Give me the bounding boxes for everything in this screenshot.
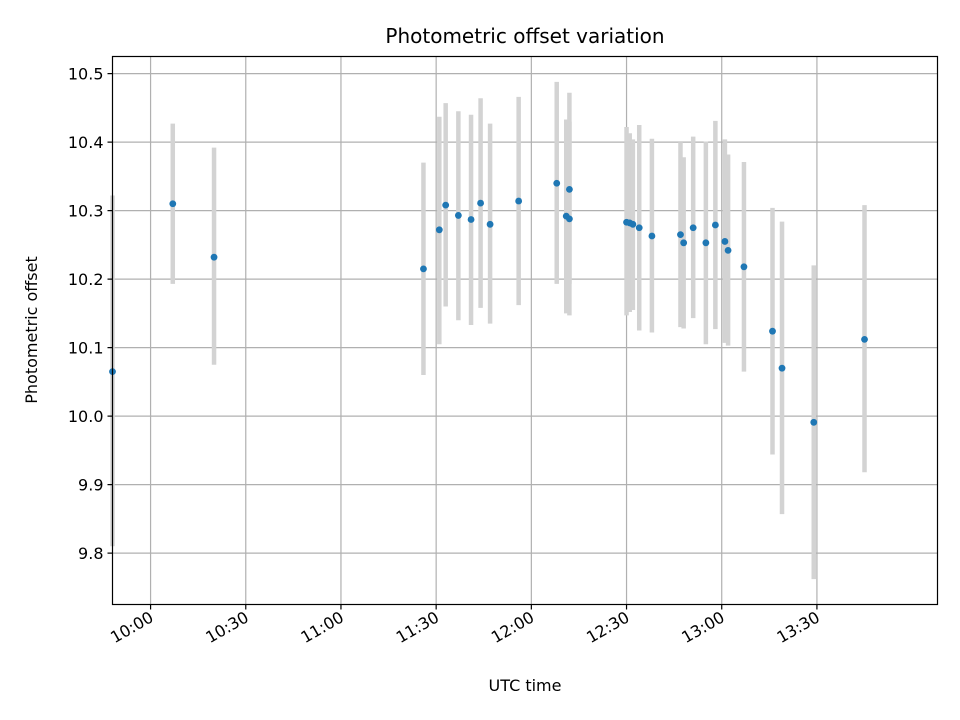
data-point	[477, 199, 484, 207]
data-point	[566, 185, 573, 193]
data-point	[486, 220, 494, 228]
y-tick-label: 10.4	[68, 133, 104, 152]
x-axis-label: UTC time	[489, 676, 562, 695]
data-point	[169, 200, 177, 208]
data-point	[861, 336, 868, 343]
data-point	[702, 239, 710, 247]
y-tick-label: 10.0	[68, 407, 104, 426]
data-point	[711, 221, 719, 229]
y-tick-label: 10.1	[68, 339, 104, 358]
data-point	[677, 231, 684, 239]
data-point	[778, 364, 786, 372]
data-point	[420, 265, 427, 273]
data-point	[769, 327, 776, 335]
y-tick-label: 10.5	[68, 65, 104, 84]
data-point	[442, 201, 450, 209]
y-tick-label: 9.9	[78, 476, 103, 495]
data-point	[721, 238, 729, 245]
data-point	[724, 246, 732, 254]
y-tick-label: 9.8	[78, 544, 103, 563]
data-point	[689, 224, 697, 232]
data-point	[810, 418, 818, 426]
data-point	[740, 263, 748, 271]
data-point	[435, 226, 443, 234]
data-point	[553, 179, 561, 187]
chart-title: Photometric offset variation	[385, 24, 664, 48]
data-point	[629, 220, 637, 228]
data-point	[680, 239, 688, 247]
data-point	[467, 216, 475, 223]
plot-frame	[111, 55, 939, 606]
data-point	[515, 197, 523, 205]
data-point	[648, 232, 656, 240]
data-point	[210, 253, 218, 261]
point-layer	[109, 179, 868, 426]
grid-layer	[112, 56, 938, 605]
data-point	[454, 212, 462, 219]
data-point	[566, 215, 573, 223]
y-tick-label: 10.3	[68, 202, 104, 221]
y-tick-label: 10.2	[68, 270, 104, 289]
y-axis-label: Photometric offset	[22, 256, 41, 404]
data-point	[635, 224, 643, 232]
